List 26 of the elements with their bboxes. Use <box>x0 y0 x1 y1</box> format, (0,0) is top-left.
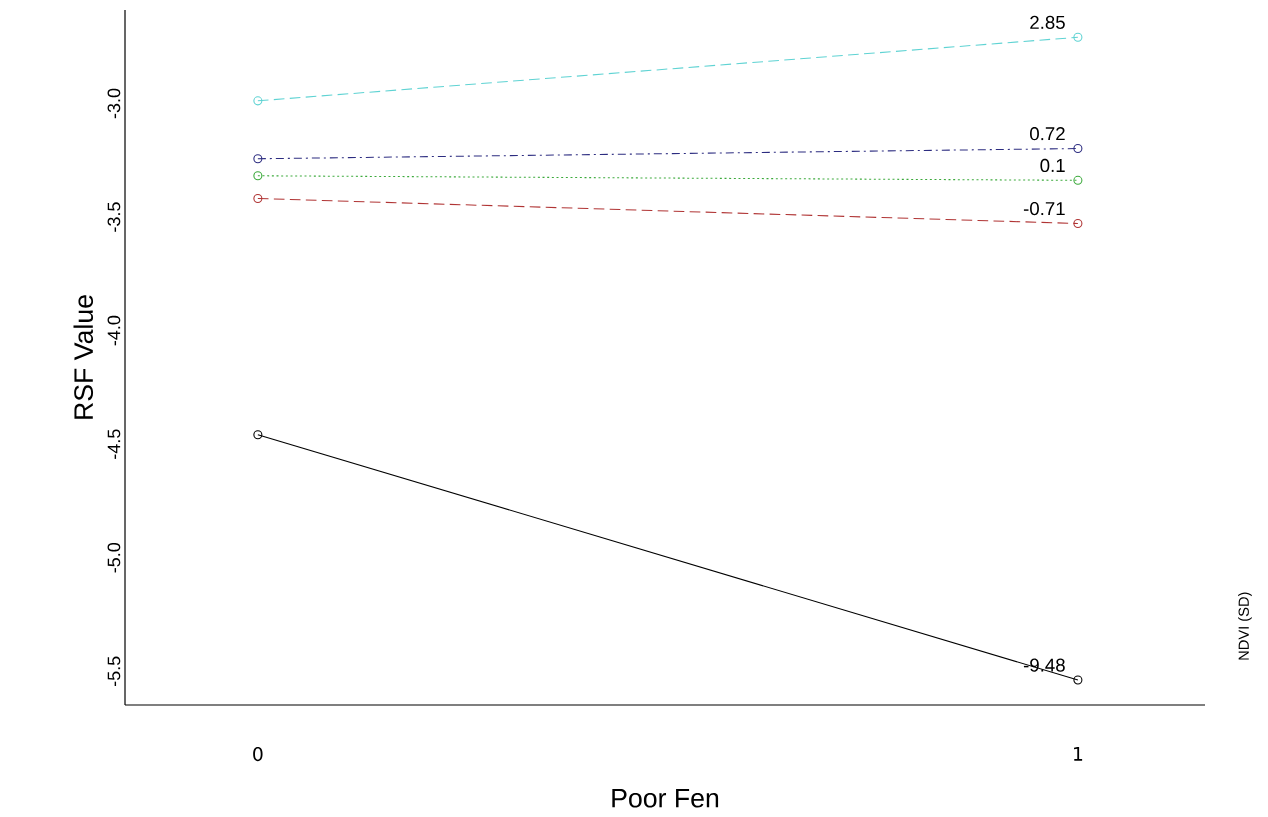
x-tick-label: 0 <box>253 747 263 762</box>
point <box>253 193 263 204</box>
point <box>253 154 263 164</box>
series-label: -9.48 <box>1023 658 1065 672</box>
y-tick-label: -4.0 <box>107 315 121 346</box>
y-tick-label: -5.0 <box>107 542 121 573</box>
point <box>253 430 263 440</box>
y-tick-label: -3.5 <box>107 202 121 232</box>
point <box>253 96 263 106</box>
series-label: -0.71 <box>1023 201 1065 216</box>
point <box>1073 218 1083 229</box>
point <box>1073 675 1083 685</box>
series-label: 2.85 <box>1030 15 1065 29</box>
x-tick-label: 1 <box>1074 747 1083 761</box>
point <box>1073 32 1083 42</box>
y-tick-label: -5.5 <box>107 656 121 687</box>
series-label: 0.1 <box>1040 158 1065 173</box>
series-label: 0.72 <box>1030 127 1065 141</box>
legend-title: NDVI (SD) <box>1238 592 1252 660</box>
y-tick-label: -3.0 <box>107 88 121 119</box>
point <box>1073 175 1083 185</box>
y-axis-title: RSF Value <box>73 295 94 419</box>
point <box>253 171 263 181</box>
x-axis-title: Poor Fen <box>612 788 719 808</box>
y-tick-label: -4.5 <box>107 429 121 459</box>
point <box>1073 144 1083 154</box>
